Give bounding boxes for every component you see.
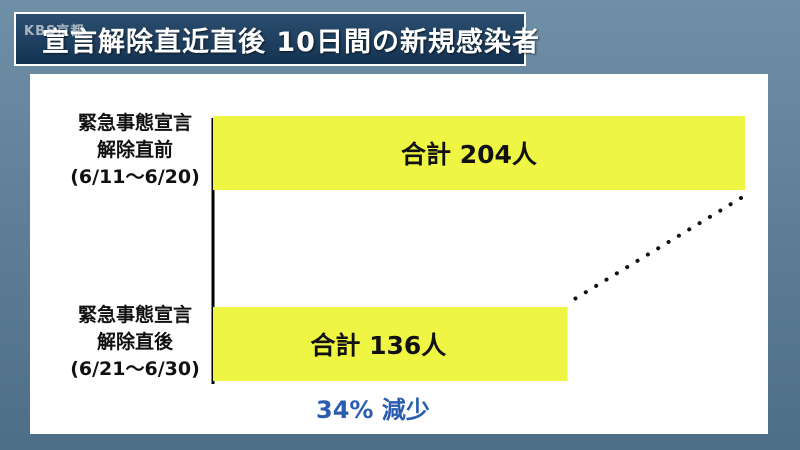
bar-before-value-label: 合計 204人	[401, 140, 537, 169]
category-label-after-line1: 緊急事態宣言	[77, 304, 192, 326]
bar-after	[213, 307, 568, 381]
title-bar: KBS京都 宣言解除直近直後 10日間の新規感染者	[14, 12, 539, 66]
category-label-after-line2: 解除直後	[96, 331, 173, 353]
category-label-after: 緊急事態宣言 解除直後 (6/21〜6/30)	[46, 302, 224, 383]
category-label-before-line1: 緊急事態宣言	[77, 112, 192, 134]
channel-logo: KBS京都	[24, 24, 85, 39]
chart-panel: 緊急事態宣言 解除直前 (6/11〜6/20) 緊急事態宣言 解除直後 (6/2…	[30, 74, 768, 434]
category-label-before: 緊急事態宣言 解除直前 (6/11〜6/20)	[46, 110, 224, 191]
comparison-dotted-line	[567, 196, 743, 304]
category-label-before-line2: 解除直前	[96, 139, 173, 161]
category-label-before-line3: (6/11〜6/20)	[70, 166, 200, 188]
bar-before	[213, 116, 745, 190]
category-label-after-line3: (6/21〜6/30)	[70, 358, 200, 380]
chart-title: 宣言解除直近直後 10日間の新規感染者	[42, 26, 540, 58]
bar-chart: 合計 204人 合計 136人	[211, 116, 745, 384]
bar-after-value-label: 合計 136人	[310, 331, 446, 360]
change-annotation: 34% 減少	[316, 396, 430, 424]
